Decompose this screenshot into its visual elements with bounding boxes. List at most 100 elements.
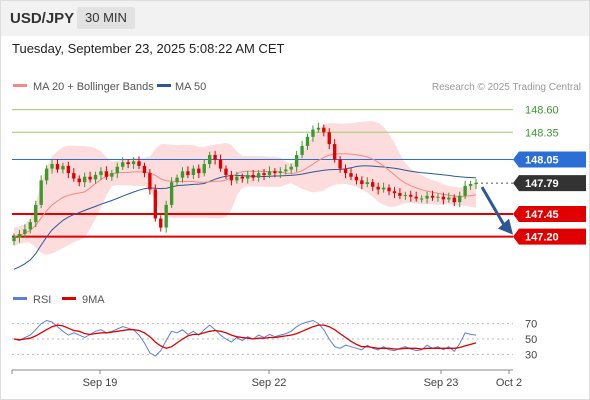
candle <box>338 156 342 173</box>
symbol-label: USD/JPY <box>10 10 75 27</box>
candle <box>419 195 424 203</box>
candle-body <box>153 189 158 219</box>
candle-body <box>93 174 98 180</box>
level-label-147.45: 147.45 <box>525 209 559 221</box>
candle-body <box>414 196 418 199</box>
level-label-148.35: 148.35 <box>525 127 559 139</box>
candle-body <box>50 164 54 169</box>
candle <box>104 166 109 180</box>
time-tick-sep-19: Sep 19 <box>83 377 118 389</box>
candle <box>447 192 451 203</box>
candle-body <box>44 168 49 181</box>
ma9-legend-swatch <box>62 297 76 300</box>
candle-body <box>191 168 196 175</box>
candle-body <box>349 173 353 177</box>
candle-body <box>218 159 223 169</box>
candle-body <box>202 164 206 174</box>
ma20-legend-swatch <box>13 84 27 87</box>
candle <box>262 169 266 180</box>
forecast-arrow-head <box>498 218 513 235</box>
candle <box>66 161 71 179</box>
candle <box>371 179 375 191</box>
candle-body <box>474 183 478 185</box>
candle <box>300 140 304 159</box>
candle <box>425 191 429 204</box>
candle <box>55 159 60 173</box>
candle <box>360 176 364 189</box>
time-tick-sep-22: Sep 22 <box>252 377 287 389</box>
time-tick-oct-2: Oct 2 <box>496 377 522 389</box>
candle <box>414 191 418 202</box>
candle <box>159 215 163 232</box>
candle-body <box>142 165 147 174</box>
candle <box>207 151 212 169</box>
level-tag-147.45 <box>513 205 586 222</box>
candle-body <box>447 197 451 200</box>
candle <box>365 177 369 188</box>
candle <box>273 168 277 178</box>
candle-body <box>240 176 244 179</box>
candle <box>44 165 49 185</box>
candle-body <box>137 161 141 166</box>
candle <box>50 159 54 174</box>
candle <box>349 168 353 180</box>
candle <box>153 184 158 222</box>
candle <box>126 159 130 169</box>
candle <box>169 177 174 209</box>
candle-body <box>246 174 250 179</box>
candle-body <box>28 222 32 230</box>
rsi-legend-swatch <box>13 297 27 300</box>
candle <box>202 159 206 177</box>
candle-body <box>419 198 424 200</box>
candle-body <box>365 182 369 185</box>
candle <box>305 133 310 150</box>
candle <box>77 175 81 187</box>
candle <box>430 190 435 201</box>
level-label-148.60: 148.60 <box>525 105 559 117</box>
candle <box>343 164 348 179</box>
time-tick-sep-23: Sep 23 <box>424 377 459 389</box>
candle-body <box>360 180 364 185</box>
candle-body <box>207 154 212 165</box>
candle-body <box>327 132 331 145</box>
rsi-ma9-line <box>13 324 477 350</box>
candle-body <box>175 177 179 183</box>
candle <box>197 164 201 179</box>
candle-body <box>77 178 81 183</box>
candle <box>186 166 190 179</box>
candle-body <box>371 182 375 187</box>
candle-body <box>164 204 168 228</box>
candle-body <box>441 196 446 200</box>
ma50-line <box>13 165 477 270</box>
rsi-tick-70: 70 <box>525 319 537 331</box>
candle <box>229 170 234 186</box>
level-tag-147.20 <box>513 228 586 245</box>
candle-body <box>289 166 293 170</box>
bollinger-band <box>14 121 476 255</box>
candle-body <box>468 184 473 186</box>
candle-body <box>224 168 228 175</box>
candle-body <box>392 191 397 194</box>
level-tag-148.05 <box>513 151 586 168</box>
candle-body <box>126 162 130 165</box>
candle <box>403 191 408 200</box>
candle <box>441 192 446 205</box>
candle-body <box>39 180 43 205</box>
level-label-147.20: 147.20 <box>525 232 559 244</box>
candle <box>240 173 244 183</box>
candle-body <box>131 161 136 165</box>
timeframe-button[interactable]: 30 MIN <box>77 7 135 29</box>
candle <box>121 157 125 170</box>
candle-body <box>115 166 119 174</box>
candle <box>34 200 38 228</box>
candle-body <box>180 171 185 178</box>
candle <box>474 179 478 189</box>
candle-body <box>284 169 288 172</box>
candle-body <box>104 171 109 177</box>
candle <box>191 165 196 180</box>
candle-body <box>99 171 103 175</box>
candle-body <box>66 165 71 174</box>
candle <box>180 167 185 183</box>
ma20-line <box>13 153 477 238</box>
candle <box>115 162 119 179</box>
